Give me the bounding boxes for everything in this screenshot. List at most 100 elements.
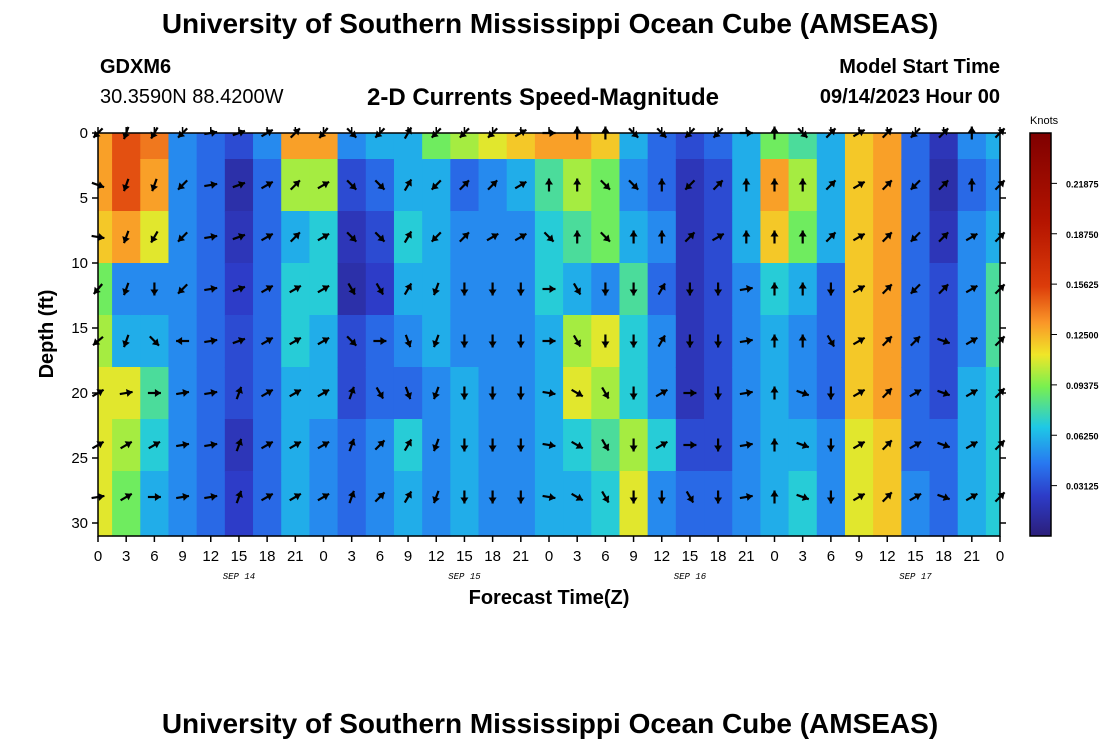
x-tick-label: 3 (348, 548, 356, 565)
current-arrow (346, 179, 358, 191)
x-tick-label: 9 (404, 548, 412, 565)
current-arrow (347, 282, 356, 296)
current-arrow (629, 282, 638, 296)
arrow-head (126, 389, 133, 397)
current-arrow (739, 285, 753, 293)
arrow-head (602, 234, 610, 242)
arrow-head (857, 441, 865, 449)
current-arrow (881, 387, 893, 399)
current-arrow (796, 441, 810, 449)
arrow-head (432, 288, 440, 296)
current-arrow (910, 335, 921, 347)
current-arrow (176, 493, 190, 501)
current-arrow (122, 230, 130, 244)
current-arrow (516, 334, 525, 348)
current-arrow (176, 441, 190, 449)
current-arrow (204, 389, 218, 397)
arrow-head (460, 497, 469, 504)
model-start-value: 09/14/2023 Hour 00 (819, 86, 1000, 108)
current-arrow (826, 334, 836, 348)
arrow-head (714, 341, 723, 348)
arrow-head (235, 438, 243, 446)
current-arrow (235, 490, 243, 504)
current-arrow (881, 231, 893, 243)
arrow-head (124, 441, 132, 449)
current-arrow (628, 179, 639, 191)
arrow-head (690, 389, 697, 397)
current-arrow (937, 389, 951, 397)
arrow-head (629, 341, 638, 348)
arrow-head (488, 497, 497, 504)
current-arrow (629, 386, 638, 400)
current-arrow (460, 282, 469, 296)
arrow-head (122, 288, 130, 296)
current-arrow (881, 439, 893, 451)
arrow-head (770, 282, 779, 289)
colorbar-tick-label: 0.15625 (1066, 280, 1099, 290)
arrow-head (349, 182, 357, 190)
arrow-head (690, 441, 697, 449)
current-arrow (488, 386, 497, 400)
current-arrow (348, 438, 356, 452)
arrow-head (293, 389, 301, 397)
heatmap-cell (985, 367, 1001, 420)
current-arrow (120, 440, 133, 450)
arrow-head (970, 493, 978, 501)
arrow-head (970, 441, 978, 449)
x-tick-label: 21 (963, 548, 980, 565)
current-arrow (317, 440, 330, 450)
colorbar-tick-label: 0.18750 (1066, 230, 1099, 240)
arrow-head (321, 285, 330, 293)
arrow-head (488, 445, 497, 452)
arrow-head (657, 178, 666, 185)
arrow-head (491, 233, 499, 241)
arrow-head (293, 493, 301, 501)
current-arrow (573, 230, 582, 244)
heatmap-cell (506, 471, 536, 537)
arrow-head (516, 289, 525, 296)
current-arrow (629, 490, 638, 504)
arrow-head (460, 393, 469, 400)
arrow-head (801, 493, 809, 501)
heatmap-cell (704, 471, 733, 537)
current-arrow (742, 230, 751, 244)
arrow-head (658, 335, 666, 343)
current-arrow (938, 231, 949, 243)
current-arrow (204, 285, 218, 293)
arrow-head (573, 230, 582, 237)
arrow-head (348, 287, 356, 295)
heatmap-cell (478, 471, 508, 537)
arrow-head (150, 289, 159, 296)
arrow-head (857, 493, 865, 501)
current-arrow (714, 282, 723, 296)
arrow-head (687, 232, 695, 240)
colorbar-tick-label: 0.03125 (1066, 482, 1099, 492)
arrow-head (631, 182, 639, 190)
arrow-head (574, 287, 581, 295)
current-arrow (317, 388, 330, 398)
current-arrow (798, 282, 807, 296)
current-arrow (346, 335, 358, 347)
arrow-head (549, 285, 556, 293)
heatmap-cell (98, 367, 113, 420)
heatmap-cell (929, 471, 959, 537)
current-arrow (289, 492, 302, 502)
current-arrow (685, 334, 694, 348)
colorbar-tick-label: 0.12500 (1066, 331, 1099, 341)
arrow-head (746, 441, 753, 449)
arrow-head (404, 491, 412, 499)
current-arrow (572, 334, 582, 348)
x-axis: 0 3 6 9 12 15 18 21 0 3 6 9 12 15 18 21 0 3 6 9 12 15 18 21 0 3 6 9… (94, 127, 1004, 565)
current-arrow (571, 388, 584, 398)
current-arrow (601, 282, 610, 296)
current-arrow (739, 337, 753, 345)
x-tick-label: 15 (682, 548, 699, 565)
x-tick-label: 3 (573, 548, 581, 565)
current-arrow (910, 283, 921, 295)
current-arrow (542, 441, 556, 449)
heatmap-cell (309, 471, 339, 537)
heatmap-cell (506, 133, 536, 160)
arrow-head (970, 285, 978, 293)
arrow-head (122, 236, 130, 244)
current-arrow (204, 181, 218, 189)
